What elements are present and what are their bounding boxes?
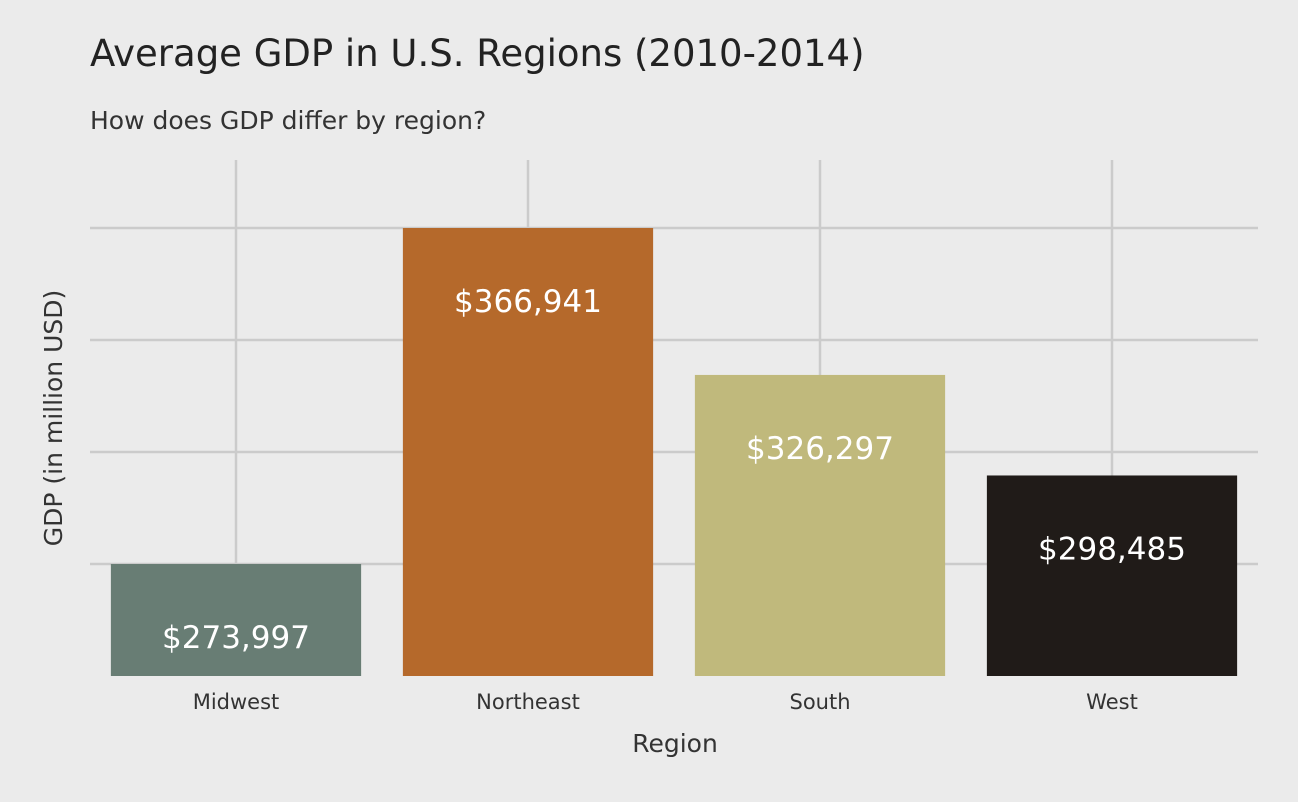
bar-value-label: $298,485 [1038, 531, 1186, 567]
x-tick-label: Midwest [193, 690, 280, 714]
bar-layer [110, 228, 1238, 676]
x-axis-title: Region [632, 729, 718, 758]
label-layer: $273,997 Midwest $366,941 Northeast $326,297… [162, 284, 1186, 714]
bar-south [694, 374, 946, 676]
chart-subtitle: How does GDP differ by region? [90, 106, 487, 135]
bar-value-label: $366,941 [454, 284, 602, 320]
x-tick-label: South [789, 690, 850, 714]
bar-west [986, 475, 1238, 676]
bar-value-label: $326,297 [746, 431, 894, 467]
x-tick-label: West [1086, 690, 1138, 714]
bar-value-label: $273,997 [162, 620, 310, 656]
bar-northeast [402, 228, 654, 676]
x-tick-label: Northeast [476, 690, 580, 714]
bar-midwest [110, 564, 362, 676]
y-axis-title: GDP (in million USD) [39, 290, 68, 547]
chart-title: Average GDP in U.S. Regions (2010-2014) [90, 32, 865, 75]
